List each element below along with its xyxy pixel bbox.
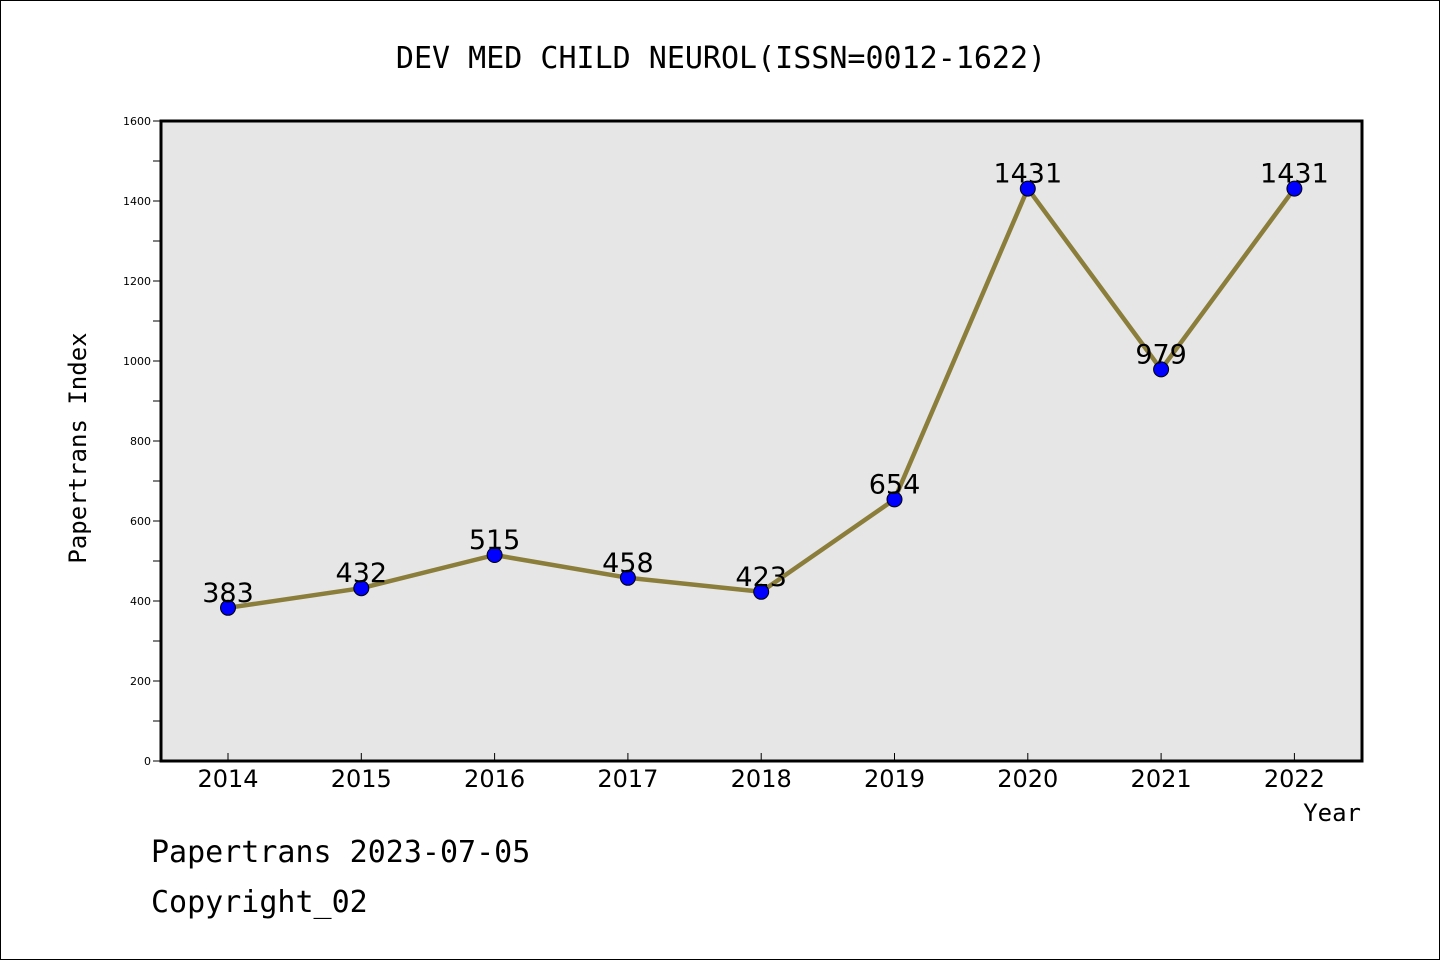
plot-background <box>159 119 1364 763</box>
plot-area: 0 200 400 600 800 1000 1200 1400 1600 2014 2015 201… <box>123 115 1364 793</box>
x-axis-label: Year <box>1303 799 1361 827</box>
data-label: 654 <box>869 469 921 500</box>
data-label: 1431 <box>993 159 1062 190</box>
y-tick-label: 1000 <box>123 355 151 368</box>
x-tick-label: 2015 <box>331 765 392 793</box>
y-tick-label: 800 <box>130 435 151 448</box>
y-tick-label: 400 <box>130 595 151 608</box>
data-label: 1431 <box>1260 159 1329 190</box>
data-label: 432 <box>336 558 388 589</box>
data-label: 979 <box>1135 339 1187 370</box>
data-point <box>1153 361 1170 378</box>
x-tick-label: 2014 <box>197 765 258 793</box>
x-tick-label: 2022 <box>1264 765 1325 793</box>
data-label: 515 <box>469 525 521 556</box>
x-tick-label: 2016 <box>464 765 525 793</box>
data-point <box>753 583 770 600</box>
x-tick-label: 2020 <box>997 765 1058 793</box>
y-tick-label: 200 <box>130 675 151 688</box>
y-tick-label: 600 <box>130 515 151 528</box>
x-tick-label: 2019 <box>864 765 925 793</box>
x-tick-label: 2017 <box>597 765 658 793</box>
data-label: 383 <box>202 578 254 609</box>
footer-date: Papertrans 2023-07-05 <box>151 835 531 870</box>
data-point <box>353 580 370 597</box>
y-tick-label: 1600 <box>123 115 151 128</box>
y-tick-label: 1400 <box>123 195 151 208</box>
data-label: 458 <box>602 548 654 579</box>
data-point <box>220 599 236 616</box>
footer-copyright: Copyright_02 <box>151 885 368 920</box>
x-tick-label: 2018 <box>731 765 792 793</box>
data-point <box>486 547 503 563</box>
y-axis-label: Papertrans Index <box>64 332 92 563</box>
data-point <box>1019 180 1036 197</box>
y-tick-label: 1200 <box>123 275 151 288</box>
data-label: 423 <box>735 562 787 593</box>
data-point <box>1286 180 1303 197</box>
data-point <box>886 491 903 508</box>
y-tick-label: 0 <box>144 755 151 768</box>
data-point <box>619 569 636 586</box>
chart-title: DEV MED CHILD NEUROL(ISSN=0012-1622) <box>396 41 1046 76</box>
x-tick-label: 2021 <box>1131 765 1192 793</box>
